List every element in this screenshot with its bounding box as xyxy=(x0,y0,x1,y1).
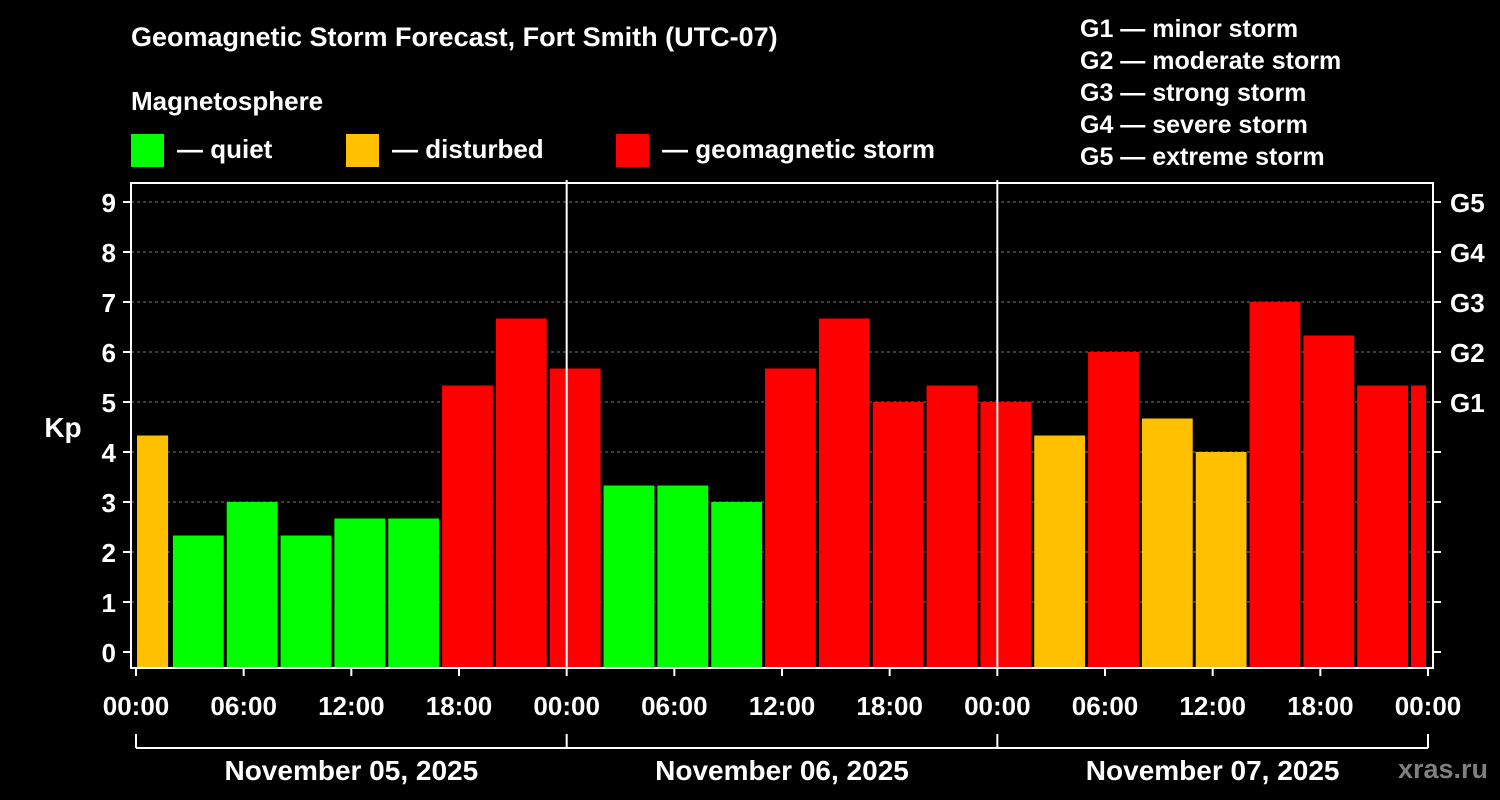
y-tick-label: 4 xyxy=(102,438,117,468)
kp-bar xyxy=(280,535,332,668)
x-tick-label: 12:00 xyxy=(1179,691,1246,721)
kp-bar xyxy=(1034,435,1086,668)
y-tick-label: 8 xyxy=(102,238,116,268)
x-tick-label: 06:00 xyxy=(210,691,277,721)
kp-bar xyxy=(1411,385,1426,668)
legend-label-disturbed: — disturbed xyxy=(392,134,544,164)
x-tick-label: 00:00 xyxy=(964,691,1031,721)
kp-bar xyxy=(549,368,601,668)
bar-layer xyxy=(137,302,1426,668)
kp-bar xyxy=(711,502,763,668)
y-tick-label: 3 xyxy=(102,488,116,518)
kp-bar xyxy=(926,385,978,668)
axis-layer: 0 1 2 3 4 5 6 7 8 9 G1 G2 G3 G4 G5 00:00 06:00 12:00 18:00… xyxy=(102,180,1485,786)
kp-bar xyxy=(495,318,547,668)
y-tick-label: 2 xyxy=(102,538,116,568)
g-level-label: G2 xyxy=(1450,338,1485,368)
legend-swatch-storm xyxy=(616,134,649,167)
kp-bar xyxy=(388,518,440,668)
kp-bar xyxy=(442,385,493,668)
g-scale-row-g1: G1 — minor storm xyxy=(1080,15,1299,43)
x-tick-label: 18:00 xyxy=(426,691,493,721)
x-tick-label: 06:00 xyxy=(1072,691,1139,721)
kp-bar xyxy=(657,485,709,668)
g-level-label: G3 xyxy=(1450,288,1485,318)
kp-bar xyxy=(226,502,278,668)
watermark: xras.ru xyxy=(1397,754,1488,784)
y-tick-label: 1 xyxy=(102,588,116,618)
day-label: November 07, 2025 xyxy=(1086,755,1340,786)
kp-bar xyxy=(137,435,169,668)
kp-bar xyxy=(1303,335,1355,668)
kp-bar xyxy=(603,485,655,668)
y-tick-label: 7 xyxy=(102,288,116,318)
x-tick-label: 00:00 xyxy=(103,691,170,721)
kp-bar xyxy=(172,535,224,668)
legend-swatch-quiet xyxy=(131,134,164,167)
kp-bar xyxy=(765,368,816,668)
g-scale-row-g4: G4 — severe storm xyxy=(1080,111,1308,139)
legend-label-storm: — geomagnetic storm xyxy=(662,134,936,164)
legend-title: Magnetosphere xyxy=(131,86,324,116)
day-label: November 05, 2025 xyxy=(224,755,478,786)
g-scale-row-g2: G2 — moderate storm xyxy=(1080,47,1342,75)
g-scale-row-g3: G3 — strong storm xyxy=(1080,79,1307,107)
g-level-label: G1 xyxy=(1450,388,1485,418)
x-tick-label: 06:00 xyxy=(641,691,708,721)
y-tick-label: 9 xyxy=(102,188,116,218)
y-tick-label: 0 xyxy=(102,638,116,668)
x-tick-label: 12:00 xyxy=(749,691,816,721)
kp-bar xyxy=(872,402,924,668)
y-tick-label: 6 xyxy=(102,338,116,368)
x-tick-label: 00:00 xyxy=(533,691,600,721)
legend-swatch-disturbed xyxy=(346,134,379,167)
day-label: November 06, 2025 xyxy=(655,755,909,786)
kp-bar xyxy=(1195,452,1247,668)
x-tick-label: 18:00 xyxy=(1287,691,1354,721)
legend-label-quiet: — quiet xyxy=(177,134,273,164)
kp-bar xyxy=(1141,418,1193,668)
x-tick-label: 12:00 xyxy=(318,691,385,721)
kp-bar xyxy=(334,518,386,668)
kp-bar xyxy=(1088,352,1139,668)
kp-bar xyxy=(818,318,870,668)
y-axis-label: Kp xyxy=(44,412,81,443)
g-level-label: G5 xyxy=(1450,188,1485,218)
g-scale-legend: G1 — minor storm G2 — moderate storm G3 … xyxy=(1080,14,1341,174)
kp-bar xyxy=(1357,385,1409,668)
kp-bar xyxy=(980,402,1032,668)
g-scale-row-g5: G5 — extreme storm xyxy=(1080,143,1325,171)
y-tick-label: 5 xyxy=(102,388,116,418)
x-tick-label: 18:00 xyxy=(856,691,923,721)
kp-bar xyxy=(1249,302,1301,668)
x-tick-label: 00:00 xyxy=(1395,691,1462,721)
chart-title: Geomagnetic Storm Forecast, Fort Smith (… xyxy=(131,22,778,52)
g-level-label: G4 xyxy=(1450,238,1485,268)
